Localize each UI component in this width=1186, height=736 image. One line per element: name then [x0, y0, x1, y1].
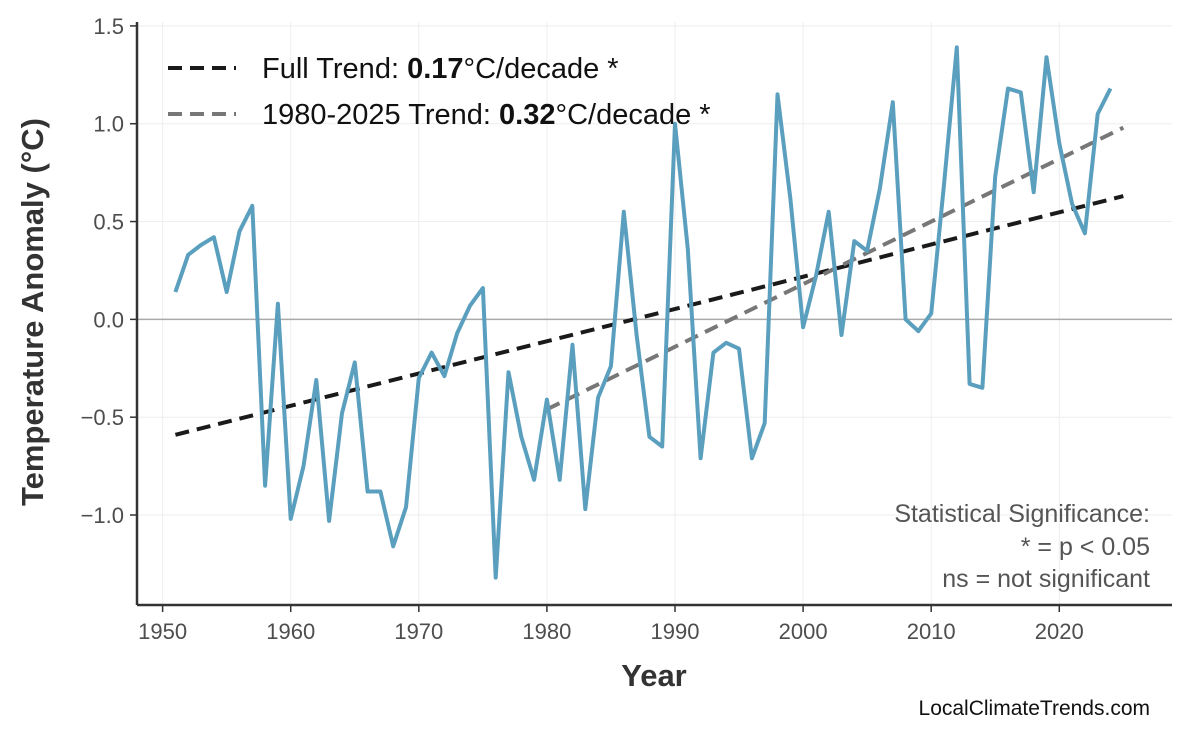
x-axis-label: Year: [621, 658, 687, 693]
axes: [130, 22, 1172, 612]
x-tick-label: 1980: [522, 619, 571, 644]
y-tick-label: −0.5: [81, 405, 124, 430]
y-tick-label: −1.0: [81, 503, 124, 528]
note-line: * = p < 0.05: [1021, 533, 1150, 561]
y-tick-label: 1.0: [93, 112, 124, 137]
x-tick-label: 2020: [1035, 619, 1084, 644]
x-tick-label: 1960: [266, 619, 315, 644]
x-tick-label: 1990: [651, 619, 700, 644]
y-tick-labels: −1.0 −0.5 0.0 0.5 1.0 1.5: [81, 14, 124, 528]
legend: Full Trend: 0.17°C/decade * 1980-2025 Tr…: [168, 53, 711, 131]
x-tick-label: 2010: [907, 619, 956, 644]
legend-label-full-trend: Full Trend: 0.17°C/decade *: [262, 53, 619, 85]
x-tick-labels: 1950 1960 1970 1980 1990 2000 2010 2020: [138, 619, 1084, 644]
series-line: [173, 45, 1113, 580]
y-tick-label: 0.5: [93, 210, 124, 235]
note-line: Statistical Significance:: [894, 500, 1150, 528]
x-tick-label: 2000: [779, 619, 828, 644]
y-axis-label: Temperature Anomaly (°C): [15, 118, 50, 506]
note-line: ns = not significant: [942, 565, 1150, 593]
credit-text: LocalClimateTrends.com: [919, 697, 1150, 720]
legend-label-1980-trend: 1980-2025 Trend: 0.32°C/decade *: [262, 99, 711, 131]
y-tick-label: 1.5: [93, 14, 124, 39]
x-tick-label: 1950: [138, 619, 187, 644]
y-tick-label: 0.0: [93, 307, 124, 332]
x-tick-label: 1970: [394, 619, 443, 644]
significance-note: Statistical Significance: * = p < 0.05 n…: [894, 500, 1150, 593]
